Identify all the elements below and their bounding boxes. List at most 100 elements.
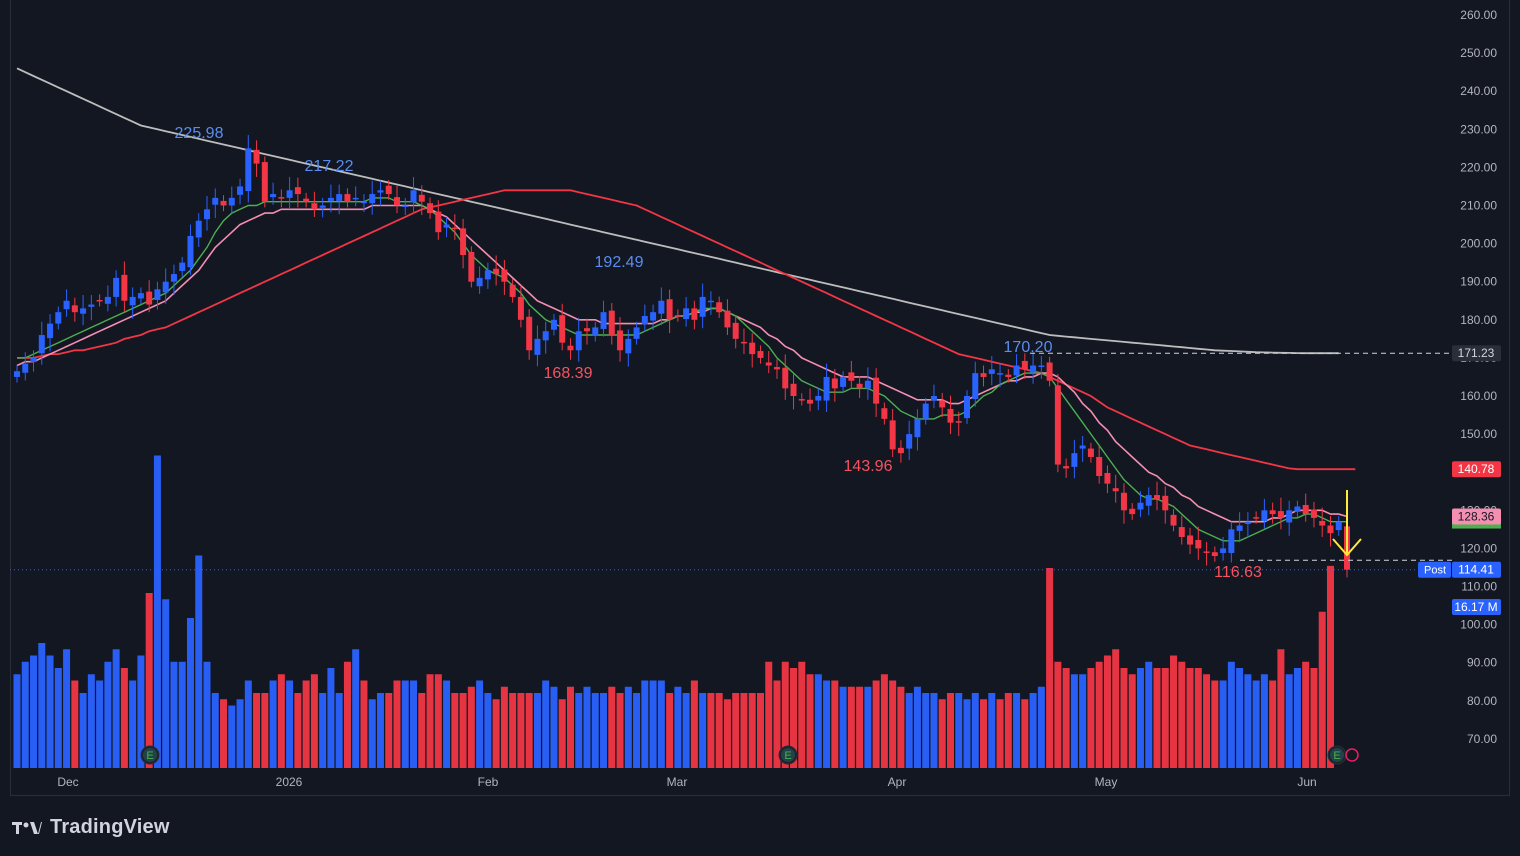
volume-bar (220, 699, 228, 768)
candle-body (542, 331, 549, 341)
volume-bar (823, 680, 831, 768)
candle-body (559, 315, 566, 343)
candle-body (14, 371, 20, 377)
candle-body (303, 198, 310, 202)
volume-bar (1285, 674, 1293, 768)
candle-body (286, 190, 293, 198)
volume-bar (996, 699, 1004, 768)
candle-body (1310, 509, 1317, 518)
y-tick-label: 70.00 (1467, 732, 1497, 746)
volume-bar (426, 674, 434, 768)
volume-bar (608, 686, 616, 768)
volume-bar (525, 693, 533, 768)
volume-bar (385, 693, 393, 768)
volume-bar (228, 705, 236, 768)
chart-frame[interactable] (10, 0, 1510, 796)
y-tick-label: 230.00 (1460, 122, 1497, 136)
sma-mid-line (16, 204, 1348, 523)
volume-bar (13, 674, 21, 768)
volume-bar (451, 693, 459, 768)
volume-bar (666, 693, 674, 768)
candle-body (451, 227, 458, 230)
volume-bar (1161, 668, 1169, 768)
volume-bar (418, 693, 426, 768)
volume-bar (1211, 680, 1219, 768)
volume-bar (690, 680, 698, 768)
candle-body (1005, 374, 1012, 377)
volume-bar (988, 693, 996, 768)
candle-body (187, 235, 194, 268)
post-market-tag (1418, 561, 1451, 578)
candle-body (1096, 456, 1103, 477)
sma-200-line (16, 67, 1339, 355)
candle-body (30, 357, 37, 363)
candle-body (327, 197, 334, 201)
y-tick-label: 240.00 (1460, 84, 1497, 98)
candle-body (1021, 360, 1028, 370)
volume-bar (1302, 661, 1310, 768)
x-tick-label: Mar (667, 775, 688, 789)
candle-body (1170, 514, 1177, 526)
candle-body (311, 203, 318, 210)
candle-body (517, 296, 524, 320)
volume-bar (236, 699, 244, 768)
volume-bar (897, 686, 905, 768)
price-label-text-last: 114.41 (1458, 563, 1494, 577)
volume-bar (963, 699, 971, 768)
volume-bar (277, 674, 285, 768)
candle-body (1294, 506, 1301, 512)
candle-body (947, 408, 954, 423)
volume-bar (286, 680, 294, 768)
volume-bar (71, 680, 79, 768)
volume-bar (443, 680, 451, 768)
volume-bar (616, 693, 624, 768)
y-tick-label: 90.00 (1467, 656, 1497, 670)
volume-bar (1029, 693, 1037, 768)
earnings-badge-fill (1330, 748, 1344, 762)
candle-body (658, 300, 665, 314)
candle-body (270, 194, 277, 198)
price-label-last (1452, 561, 1501, 578)
candle-body (493, 268, 500, 275)
volume-bar (63, 649, 71, 768)
earnings-badge-icon: E (1327, 745, 1347, 765)
volume-bar (1310, 668, 1318, 768)
candle-body (435, 211, 442, 233)
candle-body (798, 399, 805, 401)
candle-body (757, 351, 764, 358)
volume-bar (79, 693, 87, 768)
candle-body (460, 228, 467, 256)
price-label-volume (1452, 599, 1501, 615)
volume-bar (112, 649, 120, 768)
candle-body (179, 262, 186, 272)
volume-bar (376, 693, 384, 768)
candle-body (1211, 552, 1218, 557)
candle-body (633, 327, 640, 339)
volume-bar (732, 693, 740, 768)
candle-body (369, 194, 376, 204)
candle-body (22, 363, 29, 373)
candle-body (484, 270, 491, 280)
candle-body (476, 277, 483, 287)
volume-bar (46, 655, 54, 768)
candle-body (782, 367, 789, 389)
volume-bar (401, 680, 409, 768)
price-annotation-low: 168.39 (544, 365, 593, 382)
candle-body (418, 194, 425, 202)
x-tick-label: Feb (478, 775, 499, 789)
candle-body (352, 197, 359, 200)
candle-body (716, 302, 723, 313)
candle-body (137, 293, 144, 299)
candle-body (1187, 535, 1194, 545)
candle-body (1261, 510, 1268, 521)
tradingview-brand: TradingView (50, 815, 170, 838)
earnings-badge-icon: E (140, 745, 160, 765)
volume-bar (723, 699, 731, 768)
volume-bar (1318, 611, 1326, 768)
candle-body (1286, 510, 1293, 523)
volume-bar (459, 693, 467, 768)
candle-body (204, 209, 210, 220)
candle-body (955, 421, 962, 423)
price-chart[interactable]: 260.00 250.00 240.00 230.00 220.00 210.00 200.… (0, 0, 1520, 800)
candle-body (815, 396, 822, 401)
